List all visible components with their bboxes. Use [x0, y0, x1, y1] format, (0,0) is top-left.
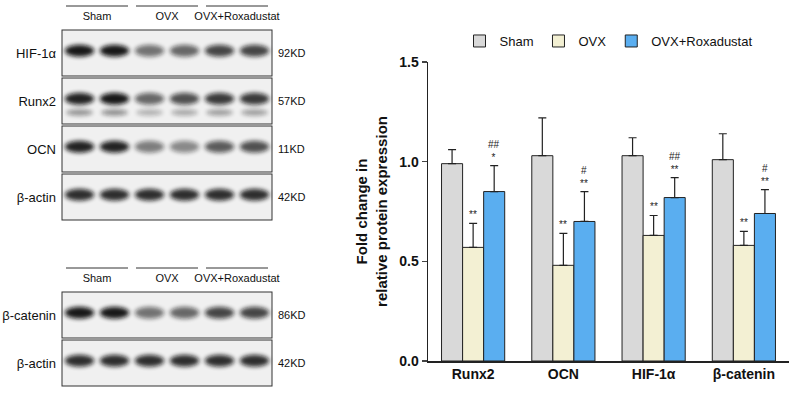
svg-text:OVX: OVX	[155, 272, 179, 284]
svg-text:0.5: 0.5	[399, 253, 419, 269]
svg-text:OVX+Roxadustat: OVX+Roxadustat	[194, 10, 279, 22]
svg-text:11KD: 11KD	[278, 143, 305, 155]
svg-text:β-actin: β-actin	[17, 190, 56, 205]
svg-text:OVX+Roxadustat: OVX+Roxadustat	[194, 272, 279, 284]
svg-text:OVX: OVX	[578, 34, 606, 49]
svg-text:0.0: 0.0	[399, 353, 419, 369]
svg-text:β-catenin: β-catenin	[713, 366, 775, 382]
svg-text:#**: #**	[580, 165, 588, 189]
svg-text:OVX+Roxadustat: OVX+Roxadustat	[651, 34, 752, 49]
svg-text:HIF-1α: HIF-1α	[632, 366, 676, 382]
svg-text:Sham: Sham	[83, 272, 112, 284]
svg-text:**: **	[469, 209, 477, 220]
svg-text:OVX: OVX	[155, 10, 179, 22]
svg-text:##*: ##*	[488, 139, 500, 163]
svg-text:HIF-1α: HIF-1α	[16, 46, 57, 61]
svg-text:86KD: 86KD	[278, 309, 306, 321]
svg-text:Fold change inrelative protein: Fold change inrelative protein expressio…	[353, 116, 390, 307]
svg-text:Sham: Sham	[83, 10, 112, 22]
svg-text:OCN: OCN	[27, 142, 56, 157]
svg-text:Runx2: Runx2	[452, 366, 495, 382]
svg-text:#**: #**	[761, 163, 769, 187]
svg-text:57KD: 57KD	[278, 95, 306, 107]
svg-text:##**: ##**	[669, 151, 681, 175]
svg-text:1.0: 1.0	[399, 154, 419, 170]
svg-text:**: **	[650, 201, 658, 212]
svg-text:OCN: OCN	[548, 366, 579, 382]
svg-text:β-actin: β-actin	[17, 356, 56, 371]
svg-text:Sham: Sham	[500, 34, 534, 49]
svg-text:42KD: 42KD	[278, 357, 306, 369]
svg-text:**: **	[559, 219, 567, 230]
svg-text:β-catenin: β-catenin	[2, 308, 56, 323]
svg-text:42KD: 42KD	[278, 191, 306, 203]
svg-text:Runx2: Runx2	[18, 94, 56, 109]
svg-text:92KD: 92KD	[278, 47, 306, 59]
svg-text:**: **	[740, 217, 748, 228]
svg-text:1.5: 1.5	[399, 54, 419, 70]
